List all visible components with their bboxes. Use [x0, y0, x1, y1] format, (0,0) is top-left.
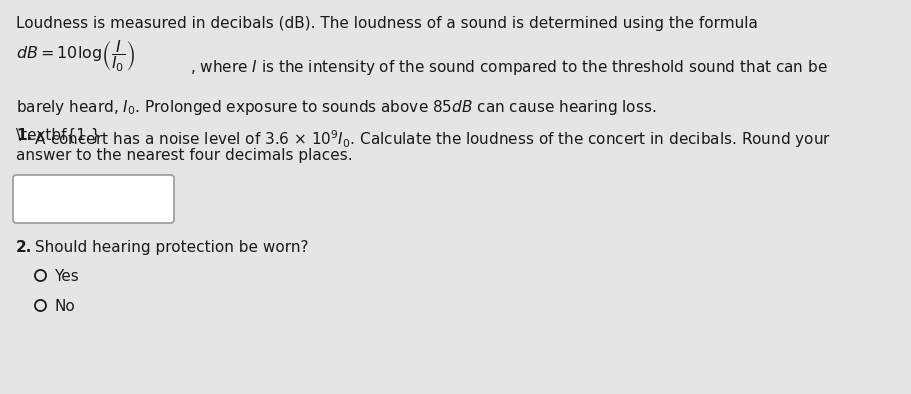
- Text: answer to the nearest four decimals places.: answer to the nearest four decimals plac…: [16, 148, 353, 163]
- Text: $dB = 10\log\!\left(\dfrac{I}{I_0}\right)$: $dB = 10\log\!\left(\dfrac{I}{I_0}\right…: [16, 38, 135, 74]
- Text: Yes: Yes: [54, 269, 78, 284]
- FancyBboxPatch shape: [13, 175, 174, 223]
- Text: 1.: 1.: [16, 128, 32, 143]
- Text: No: No: [54, 299, 75, 314]
- Text: Should hearing protection be worn?: Should hearing protection be worn?: [30, 240, 309, 255]
- Text: \textbf{1.}: \textbf{1.}: [16, 128, 100, 143]
- Text: , where $I$ is the intensity of the sound compared to the threshold sound that c: , where $I$ is the intensity of the soun…: [190, 58, 828, 77]
- Text: barely heard, $I_0$. Prolonged exposure to sounds above 85$dB$ can cause hearing: barely heard, $I_0$. Prolonged exposure …: [16, 98, 656, 117]
- Text: 2.: 2.: [16, 240, 33, 255]
- Text: Loudness is measured in decibals (dB). The loudness of a sound is determined usi: Loudness is measured in decibals (dB). T…: [16, 16, 758, 31]
- Text: A concert has a noise level of 3.6 $\times$ $10^9$$I_0$. Calculate the loudness : A concert has a noise level of 3.6 $\tim…: [30, 128, 831, 150]
